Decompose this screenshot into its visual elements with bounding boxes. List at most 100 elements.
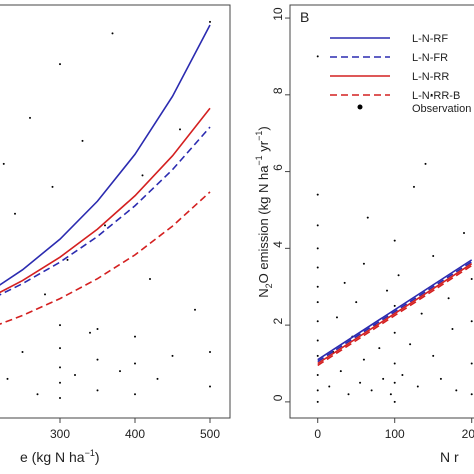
y-axis-label-sup: −1 bbox=[254, 155, 264, 165]
y-tick-label: 2 bbox=[271, 317, 285, 324]
y-axis-label-part: ) bbox=[256, 126, 271, 130]
model-line bbox=[0, 191, 211, 325]
observation-point bbox=[316, 266, 319, 269]
observation-point bbox=[316, 400, 319, 403]
observation-point bbox=[316, 389, 319, 392]
model-line bbox=[317, 261, 473, 363]
y-tick-label: 4 bbox=[271, 241, 285, 248]
legend-label: Observation bbox=[412, 103, 471, 115]
observation-point bbox=[29, 116, 31, 119]
observation-point bbox=[432, 255, 435, 258]
y-tick-label: 6 bbox=[271, 164, 285, 171]
observation-point bbox=[393, 239, 396, 242]
model-line bbox=[317, 263, 473, 365]
observation-point bbox=[59, 366, 61, 369]
observation-point bbox=[393, 362, 396, 365]
observation-point bbox=[328, 385, 331, 388]
x-axis-label: N r bbox=[440, 449, 459, 465]
observation-point bbox=[14, 212, 16, 215]
x-tick-label: 200 bbox=[462, 427, 474, 441]
legend-label: L-N-RR bbox=[412, 71, 449, 83]
observation-point bbox=[134, 335, 136, 338]
observation-point bbox=[386, 289, 389, 292]
observation-point bbox=[111, 32, 114, 35]
observation-point bbox=[51, 185, 54, 188]
x-axis-label-part: ) bbox=[95, 449, 100, 465]
observation-point bbox=[397, 274, 400, 277]
observation-point bbox=[104, 224, 106, 227]
observation-point bbox=[393, 381, 396, 384]
observation-point bbox=[432, 354, 435, 357]
observation-point bbox=[439, 377, 442, 380]
observation-point bbox=[362, 262, 365, 265]
x-axis-label: e (kg N ha−1) bbox=[20, 448, 100, 465]
observation-point bbox=[81, 139, 84, 142]
observation-point bbox=[44, 293, 46, 296]
panel-b-frame bbox=[289, 4, 474, 419]
observation-point bbox=[370, 389, 373, 392]
model-line bbox=[0, 107, 211, 294]
legend-label: L-N-RR-B bbox=[412, 90, 460, 102]
observation-point bbox=[66, 258, 69, 261]
observation-point bbox=[119, 370, 121, 373]
observation-point bbox=[316, 339, 319, 342]
observation-point bbox=[6, 377, 9, 380]
observation-point bbox=[382, 377, 385, 380]
observation-point bbox=[316, 320, 319, 323]
y-tick-label: 8 bbox=[271, 87, 285, 94]
observation-point bbox=[316, 193, 319, 196]
observation-point bbox=[335, 316, 338, 319]
x-tick-label: 100 bbox=[385, 427, 405, 441]
observation-point bbox=[316, 285, 319, 288]
observation-point bbox=[316, 354, 319, 357]
observation-point bbox=[347, 393, 350, 396]
y-tick-label: 0 bbox=[271, 394, 285, 401]
observation-point bbox=[59, 324, 61, 327]
observation-point bbox=[366, 216, 369, 219]
observation-point bbox=[355, 301, 358, 304]
observation-point bbox=[316, 224, 319, 227]
observation-point bbox=[339, 370, 342, 373]
observation-point bbox=[141, 174, 144, 177]
panel-label: B bbox=[300, 9, 309, 25]
model-line bbox=[317, 259, 473, 361]
observation-point bbox=[393, 331, 396, 334]
observation-point bbox=[171, 354, 174, 357]
legend-label: L-N-RF bbox=[412, 33, 448, 45]
observation-point bbox=[470, 278, 473, 281]
legend-swatch bbox=[357, 104, 363, 110]
observation-point bbox=[179, 128, 181, 131]
observation-point bbox=[59, 397, 61, 400]
observation-point bbox=[447, 297, 450, 300]
observation-point bbox=[389, 393, 392, 396]
observation-point bbox=[378, 347, 381, 350]
observation-point bbox=[21, 350, 24, 353]
observation-point bbox=[96, 389, 99, 392]
y-axis-label-part: N bbox=[256, 288, 271, 297]
x-tick-label: 0 bbox=[314, 427, 321, 441]
observation-point bbox=[362, 358, 365, 361]
observation-point bbox=[149, 278, 151, 281]
y-axis-label-part: O emission (kg N ha bbox=[256, 165, 271, 284]
observation-point bbox=[316, 247, 319, 250]
observation-point bbox=[194, 308, 196, 311]
x-tick-label: 500 bbox=[200, 427, 220, 441]
observation-point bbox=[316, 301, 319, 304]
observation-point bbox=[156, 377, 159, 380]
observation-point bbox=[316, 55, 319, 58]
observation-point bbox=[430, 93, 433, 96]
model-line bbox=[0, 24, 211, 286]
y-axis-label-part: yr bbox=[256, 140, 271, 155]
observation-point bbox=[412, 185, 415, 188]
observation-point bbox=[401, 374, 404, 377]
observation-point bbox=[134, 393, 136, 396]
observation-point bbox=[96, 327, 99, 330]
x-tick-label: 300 bbox=[50, 427, 70, 441]
observation-point bbox=[470, 393, 473, 396]
observation-point bbox=[416, 385, 419, 388]
legend-label: L-N-FR bbox=[412, 52, 448, 64]
observation-point bbox=[343, 281, 346, 284]
x-axis-label-part: e (kg N ha bbox=[20, 449, 85, 465]
observation-point bbox=[455, 389, 458, 392]
